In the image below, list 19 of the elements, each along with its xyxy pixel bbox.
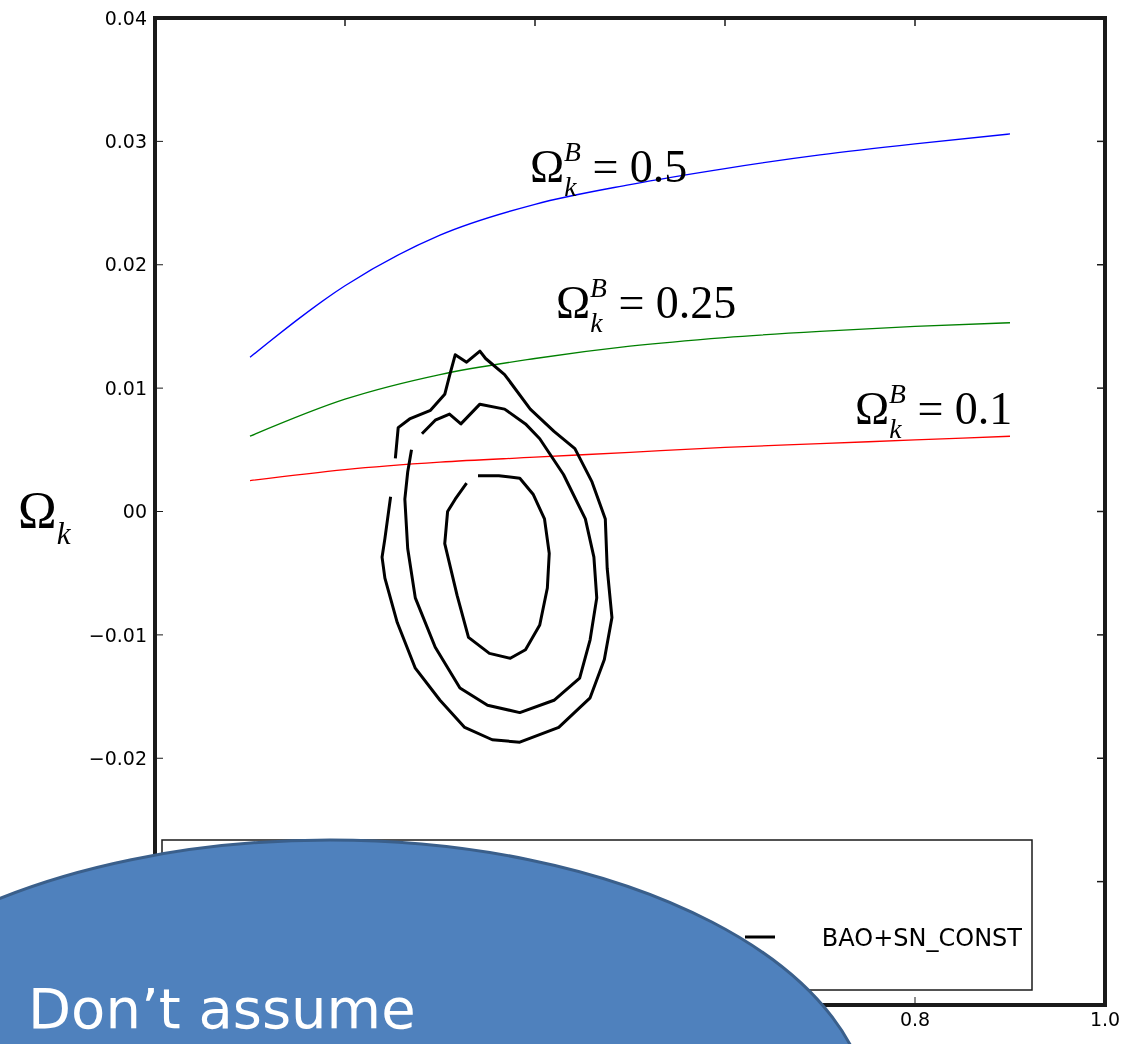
y-tick-label: −0.02 (88, 746, 147, 769)
y-tick-label: 0.03 (104, 130, 147, 153)
y-tick-label: 0.02 (104, 253, 147, 276)
y-tick-label: −0.01 (88, 623, 147, 646)
annotation: Don’t assume (28, 976, 416, 1041)
x-tick-label: 1.0 (1089, 1008, 1121, 1031)
line-series (443, 474, 551, 660)
legend-label: BAO+SN_CONST (821, 924, 1023, 952)
y-tick-label: 00 (122, 500, 147, 523)
annotation: Ω$_{k}$$^{B}$ = 0.25 (556, 272, 737, 338)
annotation: Ω$_{k}$$^{B}$ = 0.5 (530, 136, 688, 202)
x-tick-label: 0.8 (899, 1008, 931, 1031)
line-series (403, 402, 599, 715)
y-axis-title: Ω$_{k}$ (18, 482, 72, 551)
line-series (249, 133, 1011, 358)
y-tick-label: 0.01 (104, 376, 147, 399)
line-series (380, 349, 614, 744)
y-tick-label: 0.04 (104, 6, 147, 29)
annotation: Ω$_{k}$$^{B}$ = 0.1 (855, 378, 1013, 444)
